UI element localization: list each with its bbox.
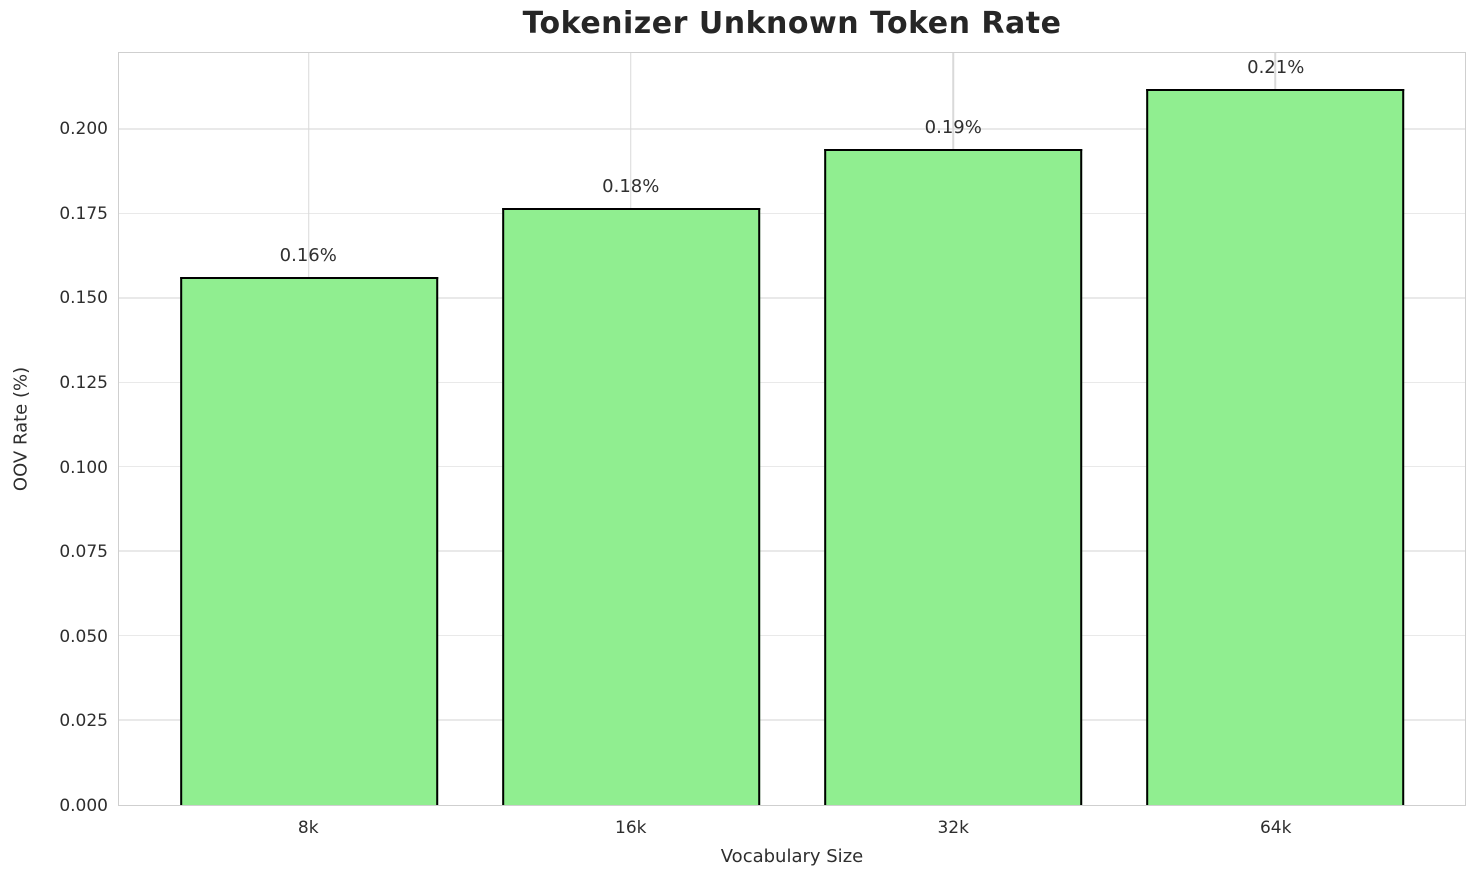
h-gridline	[119, 128, 1465, 130]
y-tick-label: 0.100	[59, 457, 108, 478]
h-gridline	[119, 550, 1465, 552]
h-gridline	[119, 465, 1465, 468]
h-gridline	[119, 297, 1465, 299]
h-gridline	[119, 719, 1465, 721]
x-tick-label: 64k	[1259, 818, 1292, 838]
y-tick-label: 0.050	[59, 626, 108, 647]
bar	[1146, 88, 1404, 805]
x-axis-label: Vocabulary Size	[720, 846, 864, 867]
h-gridline	[119, 634, 1465, 637]
h-gridline	[119, 381, 1465, 384]
bar-value-label: 0.16%	[279, 245, 337, 267]
bar	[502, 207, 760, 805]
bar-value-label: 0.18%	[602, 175, 660, 197]
x-tick-label: 32k	[937, 818, 969, 838]
plot-area	[118, 52, 1466, 806]
x-tick-label: 8k	[297, 818, 319, 838]
y-tick-label: 0.175	[59, 203, 108, 224]
y-tick-label: 0.075	[59, 542, 108, 563]
h-gridline	[119, 212, 1465, 215]
y-tick-label: 0.150	[59, 288, 108, 309]
y-tick-label: 0.000	[59, 796, 108, 816]
bar-value-label: 0.19%	[924, 117, 982, 139]
y-tick-label: 0.125	[59, 372, 108, 393]
y-tick-label: 0.025	[59, 711, 108, 732]
bar	[180, 276, 438, 805]
bar	[824, 148, 1082, 805]
y-axis-label: OOV Rate (%)	[10, 366, 32, 492]
chart-title: Tokenizer Unknown Token Rate	[522, 6, 1062, 41]
y-tick-label: 0.200	[59, 119, 108, 140]
x-tick-label: 16k	[615, 818, 647, 838]
bar-value-label: 0.21%	[1247, 56, 1305, 78]
